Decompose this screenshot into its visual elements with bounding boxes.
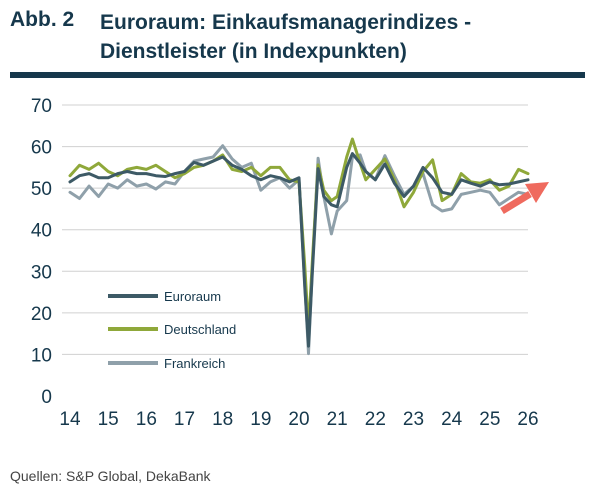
- x-tick-label: 19: [250, 409, 271, 430]
- source-note: Quellen: S&P Global, DekaBank: [10, 468, 211, 484]
- legend-label-deutschland: Deutschland: [164, 322, 236, 337]
- x-tick-label: 26: [517, 409, 538, 430]
- trend-arrow-head: [525, 182, 549, 203]
- y-tick-label: 40: [31, 221, 52, 242]
- gridlines: [62, 104, 528, 355]
- x-tick-label: 21: [327, 409, 348, 430]
- y-axis-tick-labels: 0 10 20 30 40 50 60 70: [31, 96, 52, 408]
- x-tick-label: 15: [98, 409, 119, 430]
- x-tick-label: 23: [403, 409, 424, 430]
- y-tick-label: 70: [31, 96, 52, 117]
- x-tick-label: 16: [136, 409, 157, 430]
- x-axis-tick-labels: 14 15 16 17 18 19 20 21 22 23 24 25 26: [59, 409, 538, 430]
- x-tick-label: 24: [441, 409, 463, 430]
- x-tick-label: 22: [365, 409, 386, 430]
- series-lines: [68, 137, 530, 356]
- chart-title: Euroraum: Einkaufsmanagerindizes - Diens…: [100, 11, 472, 63]
- heading-rule: [10, 72, 585, 78]
- series-line-euroraum: [68, 152, 530, 348]
- x-tick-label: 25: [479, 409, 500, 430]
- series-line-frankreich: [68, 144, 530, 356]
- figure-label: Abb. 2: [10, 8, 75, 31]
- y-tick-label: 0: [41, 387, 52, 408]
- x-tick-label: 18: [212, 409, 233, 430]
- y-tick-label: 60: [31, 138, 52, 159]
- x-tick-label: 20: [288, 409, 309, 430]
- y-tick-label: 10: [31, 345, 52, 366]
- legend-label-frankreich: Frankreich: [164, 356, 225, 371]
- legend-label-euroraum: Euroraum: [164, 289, 221, 304]
- y-tick-label: 20: [31, 304, 52, 325]
- x-tick-label: 14: [59, 409, 81, 430]
- trend-arrow: [500, 182, 549, 214]
- y-tick-label: 30: [31, 262, 52, 283]
- line-chart: 0 10 20 30 40 50 60 70 14 15 16 17 18 19 20 21 22 23 24 25…: [31, 96, 549, 430]
- trend-arrow-shaft: [500, 191, 532, 214]
- legend: Euroraum Deutschland Frankreich: [108, 289, 236, 371]
- y-tick-label: 50: [31, 179, 52, 200]
- series-line-deutschland: [68, 137, 530, 331]
- x-tick-label: 17: [174, 409, 195, 430]
